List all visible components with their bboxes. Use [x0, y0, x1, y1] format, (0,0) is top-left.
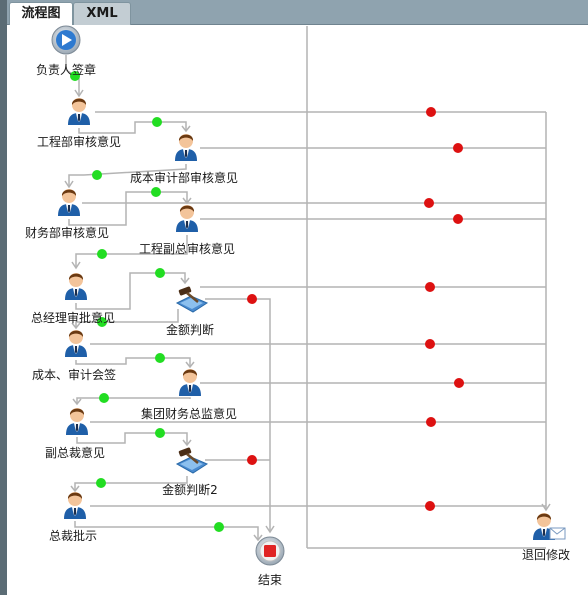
- forward-dot[interactable]: [97, 249, 107, 259]
- node-label: 负责人签章: [36, 62, 96, 77]
- user-icon: [68, 98, 90, 125]
- reject-dots: [247, 107, 464, 511]
- forward-dot[interactable]: [97, 317, 107, 327]
- user-icon: [65, 273, 87, 300]
- node-label: 结束: [258, 573, 282, 587]
- node-label: 成本审计部审核意见: [130, 170, 238, 185]
- forward-dot[interactable]: [92, 170, 102, 180]
- node-label: 金额判断2: [162, 482, 218, 497]
- flow-canvas: 负责人签章 工程部审核意见 成本审计部审核意见 财务部审核意见 工程副总审核意见: [7, 24, 588, 595]
- node-label: 金额判断: [166, 322, 214, 337]
- node-label: 成本、审计会签: [32, 367, 116, 382]
- user-node[interactable]: 总裁批示: [49, 492, 97, 543]
- user-node[interactable]: 成本审计部审核意见: [130, 134, 238, 185]
- forward-dot[interactable]: [99, 393, 109, 403]
- user-node[interactable]: 工程副总审核意见: [139, 205, 235, 256]
- reject-dot[interactable]: [454, 378, 464, 388]
- user-icon: [66, 408, 88, 435]
- reject-dot[interactable]: [425, 501, 435, 511]
- connector-lines: [64, 26, 551, 549]
- forward-dot[interactable]: [70, 71, 80, 81]
- reject-dot[interactable]: [425, 339, 435, 349]
- user-node[interactable]: 工程部审核意见: [37, 98, 121, 149]
- reject-dot[interactable]: [426, 417, 436, 427]
- reject-dot[interactable]: [247, 294, 257, 304]
- reject-dot[interactable]: [424, 198, 434, 208]
- tab-flowchart[interactable]: 流程图: [9, 2, 73, 25]
- decision-node[interactable]: 金额判断: [166, 284, 214, 337]
- node-label: 总经理审批意见: [31, 310, 115, 325]
- decision-node[interactable]: 金额判断2: [162, 445, 218, 497]
- forward-dot[interactable]: [155, 353, 165, 363]
- user-icon: [64, 492, 86, 519]
- reject-dot[interactable]: [453, 143, 463, 153]
- user-icon: [65, 330, 87, 357]
- node-label: 副总裁意见: [45, 445, 105, 460]
- forward-dot[interactable]: [96, 478, 106, 488]
- start-node[interactable]: 负责人签章: [36, 25, 96, 77]
- user-icon: [176, 205, 198, 232]
- reject-dot[interactable]: [425, 282, 435, 292]
- user-node[interactable]: 总经理审批意见: [31, 273, 115, 325]
- user-node[interactable]: 财务部审核意见: [25, 189, 109, 240]
- user-icon: [175, 134, 197, 161]
- forward-dot[interactable]: [214, 522, 224, 532]
- gavel-icon: [175, 284, 209, 314]
- gavel-icon: [175, 445, 209, 475]
- node-label: 工程副总审核意见: [139, 241, 235, 256]
- forward-dot[interactable]: [151, 187, 161, 197]
- end-node[interactable]: 结束: [255, 536, 285, 587]
- reject-dot[interactable]: [247, 455, 257, 465]
- node-label: 退回修改: [522, 547, 570, 562]
- forward-dot[interactable]: [155, 268, 165, 278]
- node-label: 总裁批示: [49, 528, 97, 543]
- user-node[interactable]: 副总裁意见: [45, 408, 105, 460]
- node-label: 工程部审核意见: [37, 134, 121, 149]
- user-node[interactable]: 集团财务总监意见: [141, 369, 237, 421]
- user-icon: [179, 369, 201, 396]
- user-node[interactable]: 成本、审计会签: [32, 330, 116, 382]
- tab-xml[interactable]: XML: [73, 2, 131, 25]
- forward-dot[interactable]: [152, 117, 162, 127]
- left-edge-bar: [0, 0, 7, 595]
- user-mail-icon: [533, 513, 566, 540]
- user-icon: [58, 189, 80, 216]
- forward-dot[interactable]: [155, 428, 165, 438]
- tab-bar: 流程图 XML: [7, 0, 588, 25]
- return-node[interactable]: 退回修改: [522, 513, 570, 562]
- node-label: 财务部审核意见: [25, 225, 109, 240]
- node-label: 集团财务总监意见: [141, 406, 237, 421]
- reject-dot[interactable]: [426, 107, 436, 117]
- reject-dot[interactable]: [453, 214, 463, 224]
- forward-dots: [70, 71, 224, 532]
